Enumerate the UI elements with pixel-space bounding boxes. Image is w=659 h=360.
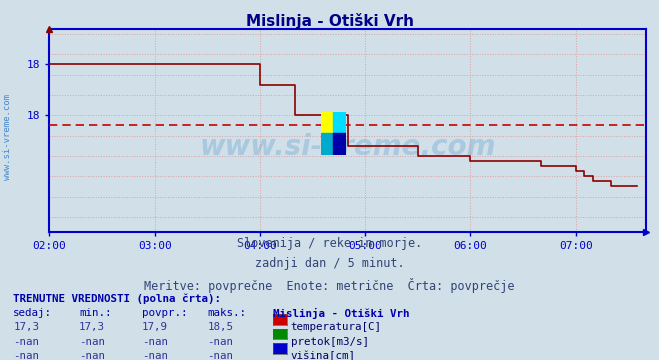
Text: -nan: -nan bbox=[208, 351, 233, 360]
Text: 17,3: 17,3 bbox=[79, 322, 105, 332]
Text: www.si-vreme.com: www.si-vreme.com bbox=[3, 94, 13, 180]
Text: zadnji dan / 5 minut.: zadnji dan / 5 minut. bbox=[254, 257, 405, 270]
Bar bbox=[333, 133, 346, 155]
Bar bbox=[321, 112, 333, 133]
Text: min.:: min.: bbox=[79, 308, 111, 318]
Text: 17,3: 17,3 bbox=[13, 322, 39, 332]
Text: -nan: -nan bbox=[208, 337, 233, 347]
Text: -nan: -nan bbox=[79, 351, 105, 360]
Text: -nan: -nan bbox=[142, 351, 167, 360]
Text: maks.:: maks.: bbox=[208, 308, 246, 318]
Text: 18,5: 18,5 bbox=[208, 322, 233, 332]
Text: Mislinja - Otiški Vrh: Mislinja - Otiški Vrh bbox=[246, 13, 413, 28]
Text: www.si-vreme.com: www.si-vreme.com bbox=[200, 133, 496, 161]
Text: pretok[m3/s]: pretok[m3/s] bbox=[291, 337, 368, 347]
Text: TRENUTNE VREDNOSTI (polna črta):: TRENUTNE VREDNOSTI (polna črta): bbox=[13, 293, 221, 304]
Text: Mislinja - Otiški Vrh: Mislinja - Otiški Vrh bbox=[273, 308, 410, 319]
Text: -nan: -nan bbox=[142, 337, 167, 347]
Text: povpr.:: povpr.: bbox=[142, 308, 187, 318]
Text: višina[cm]: višina[cm] bbox=[291, 351, 356, 360]
Text: -nan: -nan bbox=[13, 351, 39, 360]
Text: sedaj:: sedaj: bbox=[13, 308, 52, 318]
Text: 17,9: 17,9 bbox=[142, 322, 167, 332]
Bar bbox=[333, 112, 346, 133]
Text: Slovenija / reke in morje.: Slovenija / reke in morje. bbox=[237, 237, 422, 250]
Text: -nan: -nan bbox=[13, 337, 39, 347]
Text: -nan: -nan bbox=[79, 337, 105, 347]
Text: temperatura[C]: temperatura[C] bbox=[291, 322, 382, 332]
Bar bbox=[321, 133, 333, 155]
Text: Meritve: povprečne  Enote: metrične  Črta: povprečje: Meritve: povprečne Enote: metrične Črta:… bbox=[144, 278, 515, 293]
